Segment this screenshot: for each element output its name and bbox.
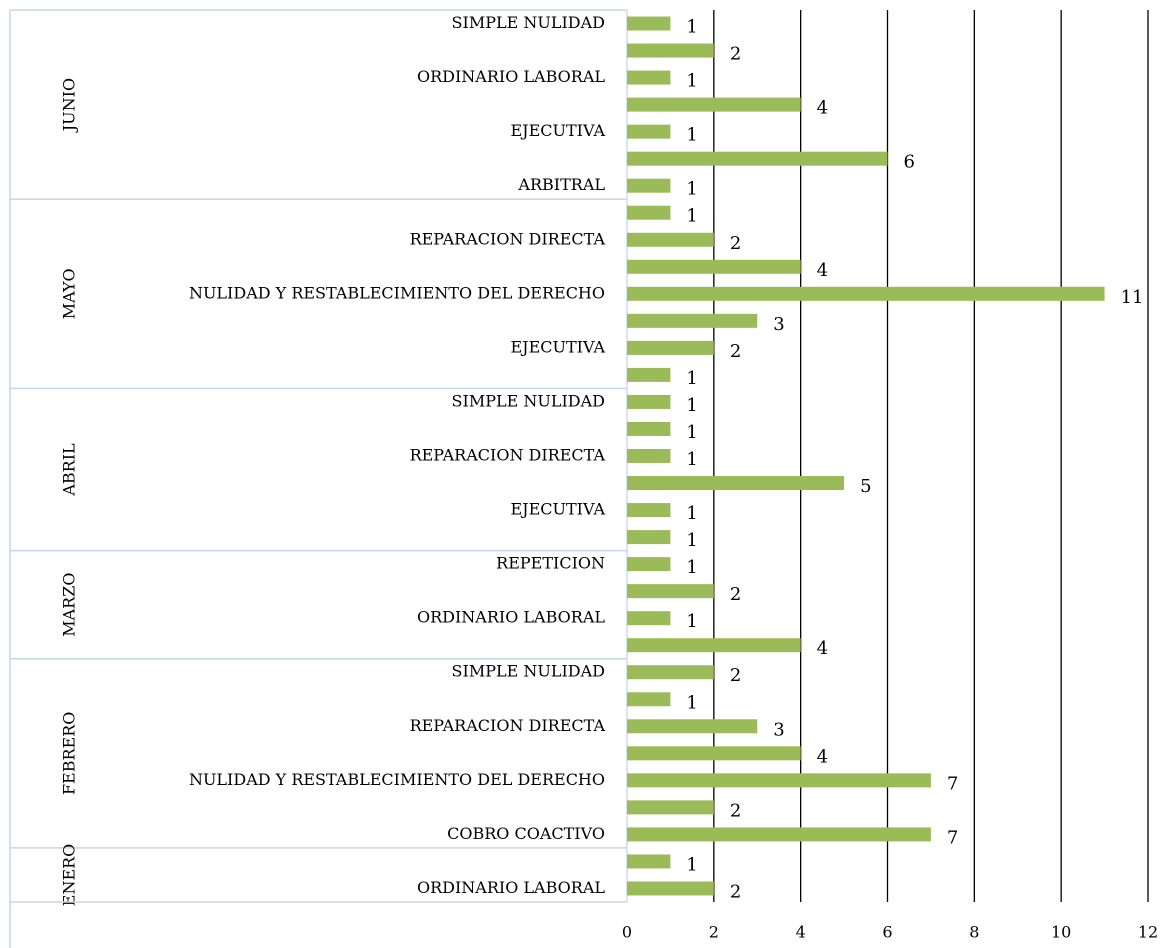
value-label: 4 <box>817 746 828 767</box>
bar <box>627 476 845 491</box>
category-label: NULIDAD Y RESTABLECIMIENTO DEL DERECHO <box>189 770 605 789</box>
value-label: 1 <box>686 422 697 443</box>
category-label: SIMPLE NULIDAD <box>452 391 605 410</box>
group-label: MAYO <box>60 268 79 319</box>
bar <box>627 557 671 572</box>
value-label: 2 <box>730 44 741 65</box>
bar <box>627 124 671 139</box>
group-label: MARZO <box>60 573 79 637</box>
category-label: ARBITRAL <box>517 175 605 194</box>
bar <box>627 151 888 166</box>
group-label: ENERO <box>60 844 79 907</box>
value-label: 7 <box>947 773 958 794</box>
x-tick-label: 0 <box>622 922 632 941</box>
category-label: EJECUTIVA <box>510 121 605 140</box>
bar <box>627 232 714 247</box>
value-label: 11 <box>1121 287 1144 308</box>
category-label: ORDINARIO LABORAL <box>417 67 605 86</box>
category-label: ORDINARIO LABORAL <box>417 608 605 627</box>
value-label: 1 <box>686 206 697 227</box>
bar <box>627 503 671 518</box>
category-label: EJECUTIVA <box>510 337 605 356</box>
bar <box>627 43 714 58</box>
category-label: REPARACION DIRECTA <box>410 445 606 464</box>
value-label: 1 <box>686 530 697 551</box>
value-label: 3 <box>773 314 784 335</box>
bar <box>627 367 671 382</box>
value-label: 4 <box>817 638 828 659</box>
value-label: 1 <box>686 368 697 389</box>
bar <box>627 259 801 274</box>
bar <box>627 773 931 788</box>
x-tick-label: 2 <box>709 922 719 941</box>
value-label: 1 <box>686 125 697 146</box>
bar <box>627 827 931 842</box>
value-label: 1 <box>686 557 697 578</box>
value-label: 6 <box>904 152 915 173</box>
category-label: REPETICION <box>496 554 605 573</box>
value-label: 1 <box>686 611 697 632</box>
value-label: 1 <box>686 17 697 38</box>
value-label: 2 <box>730 800 741 821</box>
value-label: 2 <box>730 665 741 686</box>
value-label: 2 <box>730 881 741 902</box>
category-label: NULIDAD Y RESTABLECIMIENTO DEL DERECHO <box>189 283 605 302</box>
value-label: 1 <box>686 692 697 713</box>
value-label: 1 <box>686 179 697 200</box>
value-label: 1 <box>686 71 697 92</box>
x-tick-label: 12 <box>1138 922 1158 941</box>
x-tick-label: 10 <box>1051 922 1071 941</box>
group-label: ABRIL <box>60 443 79 497</box>
bar <box>627 178 671 193</box>
group-label: JUNIO <box>60 78 79 133</box>
value-label: 1 <box>686 395 697 416</box>
bar <box>627 800 714 815</box>
group-label: FEBRERO <box>60 712 79 795</box>
bar <box>627 16 671 31</box>
value-label: 2 <box>730 233 741 254</box>
bar <box>627 746 801 761</box>
bar <box>627 638 801 653</box>
bar <box>627 286 1105 301</box>
category-label: SIMPLE NULIDAD <box>452 662 605 681</box>
bar <box>627 313 758 328</box>
bar <box>627 97 801 112</box>
bar <box>627 448 671 463</box>
bar <box>627 692 671 707</box>
value-label: 1 <box>686 854 697 875</box>
bar <box>627 584 714 599</box>
value-label: 4 <box>817 98 828 119</box>
bar <box>627 205 671 220</box>
value-label: 3 <box>773 719 784 740</box>
x-tick-label: 4 <box>796 922 806 941</box>
bar <box>627 881 714 896</box>
bar <box>627 530 671 545</box>
value-label: 5 <box>860 476 871 497</box>
bar <box>627 70 671 85</box>
value-label: 4 <box>817 260 828 281</box>
value-label: 2 <box>730 341 741 362</box>
bar <box>627 611 671 626</box>
bar <box>627 394 671 409</box>
category-label: ORDINARIO LABORAL <box>417 878 605 897</box>
bar <box>627 719 758 734</box>
value-label: 1 <box>686 449 697 470</box>
category-label: COBRO COACTIVO <box>447 824 605 843</box>
category-label: SIMPLE NULIDAD <box>452 13 605 32</box>
bar <box>627 854 671 869</box>
x-tick-label: 6 <box>882 922 892 941</box>
category-label: REPARACION DIRECTA <box>410 229 606 248</box>
value-label: 1 <box>686 503 697 524</box>
category-label: EJECUTIVA <box>510 500 605 519</box>
category-label: REPARACION DIRECTA <box>410 716 606 735</box>
bar <box>627 665 714 680</box>
value-label: 2 <box>730 584 741 605</box>
x-tick-label: 8 <box>969 922 979 941</box>
bar <box>627 340 714 355</box>
bar <box>627 421 671 436</box>
value-label: 7 <box>947 827 958 848</box>
